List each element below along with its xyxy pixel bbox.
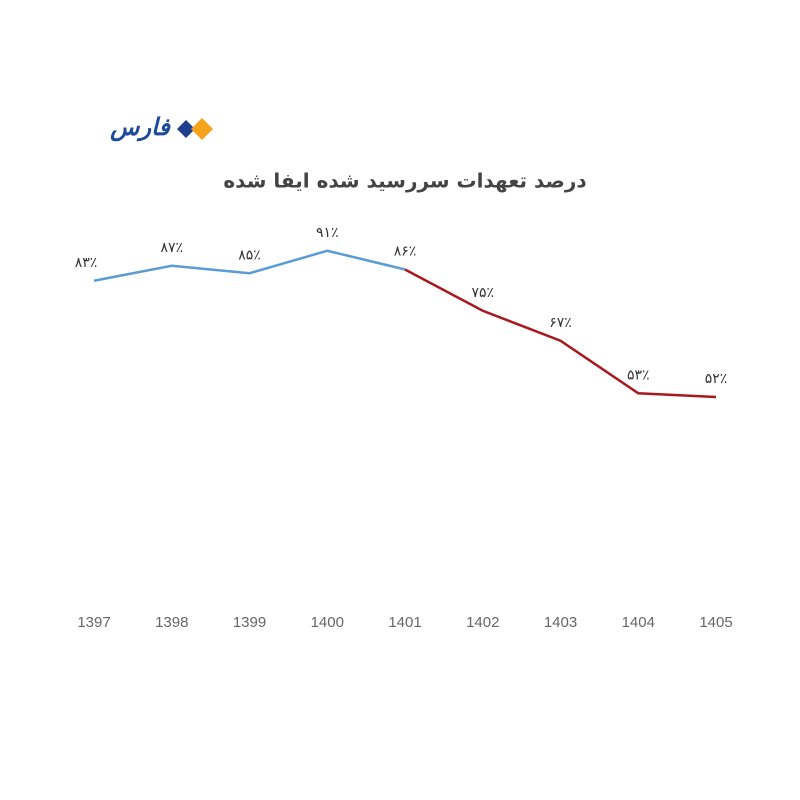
- x-tick-label: 1400: [311, 614, 344, 631]
- data-label: ۹۱٪: [316, 225, 339, 241]
- data-label: ۸۷٪: [160, 240, 183, 256]
- x-tick-label: 1404: [622, 614, 655, 631]
- data-label: ۵۳٪: [627, 367, 650, 383]
- data-label: ۵۲٪: [705, 371, 728, 387]
- x-tick-label: 1402: [466, 614, 499, 631]
- x-tick-label: 1401: [388, 614, 421, 631]
- x-tick-label: 1399: [233, 614, 266, 631]
- data-label: ۷۵٪: [471, 285, 494, 301]
- x-tick-label: 1397: [77, 614, 110, 631]
- data-label: ۸۵٪: [238, 247, 261, 263]
- x-tick-label: 1398: [155, 614, 188, 631]
- data-label: ۸۶٪: [394, 244, 417, 260]
- data-line: [93, 249, 406, 282]
- data-label: ۸۳٪: [75, 255, 98, 271]
- x-tick-label: 1405: [699, 614, 732, 631]
- chart-title: درصد تعهدات سررسید شده ایفا شده: [223, 169, 586, 193]
- data-label: ۶۷٪: [549, 315, 572, 331]
- logo-mark: [191, 118, 213, 140]
- logo-mark: [177, 120, 195, 138]
- x-tick-label: 1403: [544, 614, 577, 631]
- logo: فارس: [109, 113, 213, 142]
- logo-text: فارس: [109, 113, 171, 142]
- data-line: [404, 268, 717, 399]
